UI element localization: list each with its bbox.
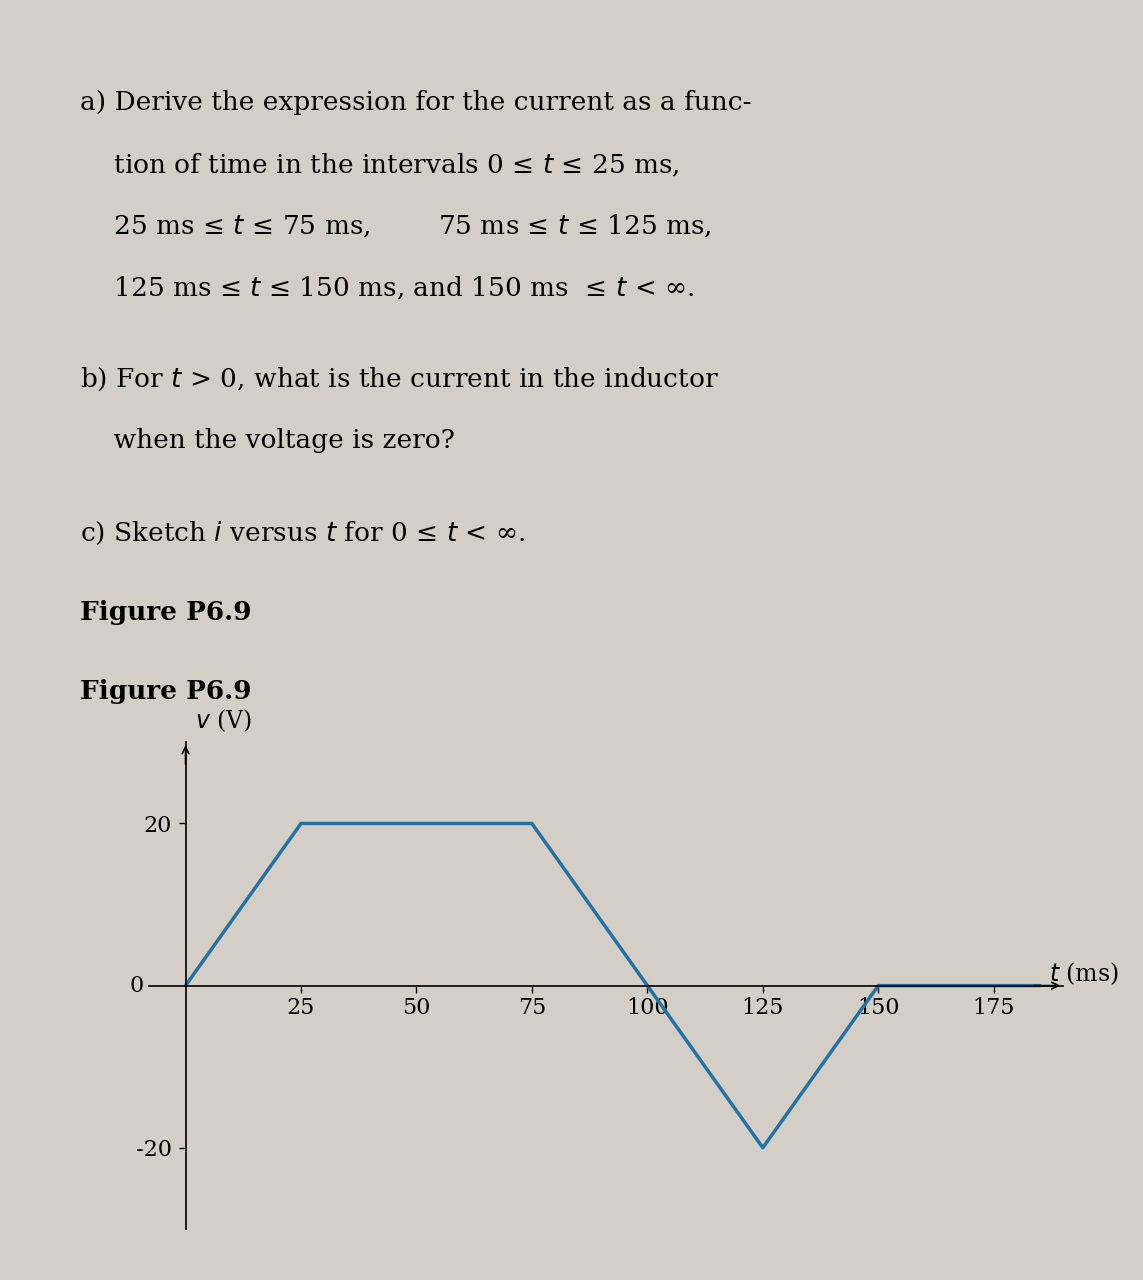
Text: a) Derive the expression for the current as a func-: a) Derive the expression for the current…	[80, 90, 751, 115]
Text: 125 ms ≤ $\it{t}$ ≤ 150 ms, and 150 ms  ≤ $\it{t}$ < ∞.: 125 ms ≤ $\it{t}$ ≤ 150 ms, and 150 ms ≤…	[80, 274, 695, 301]
Text: $t$ (ms): $t$ (ms)	[1049, 960, 1119, 987]
Text: c) Sketch $\it{i}$ versus $\it{t}$ for 0 ≤ $\it{t}$ < ∞.: c) Sketch $\it{i}$ versus $\it{t}$ for 0…	[80, 520, 525, 547]
Text: b) For $\it{t}$ > 0, what is the current in the inductor: b) For $\it{t}$ > 0, what is the current…	[80, 366, 719, 393]
Text: when the voltage is zero?: when the voltage is zero?	[80, 428, 455, 453]
Text: 0: 0	[129, 974, 144, 997]
Text: tion of time in the intervals 0 ≤ $\it{t}$ ≤ 25 ms,: tion of time in the intervals 0 ≤ $\it{t…	[80, 151, 680, 178]
Text: Figure P6.9: Figure P6.9	[80, 599, 251, 625]
Text: 25 ms ≤ $\it{t}$ ≤ 75 ms,        75 ms ≤ $\it{t}$ ≤ 125 ms,: 25 ms ≤ $\it{t}$ ≤ 75 ms, 75 ms ≤ $\it{t…	[80, 212, 712, 239]
Text: $v$ (V): $v$ (V)	[194, 708, 251, 735]
Text: Figure P6.9: Figure P6.9	[80, 678, 251, 704]
